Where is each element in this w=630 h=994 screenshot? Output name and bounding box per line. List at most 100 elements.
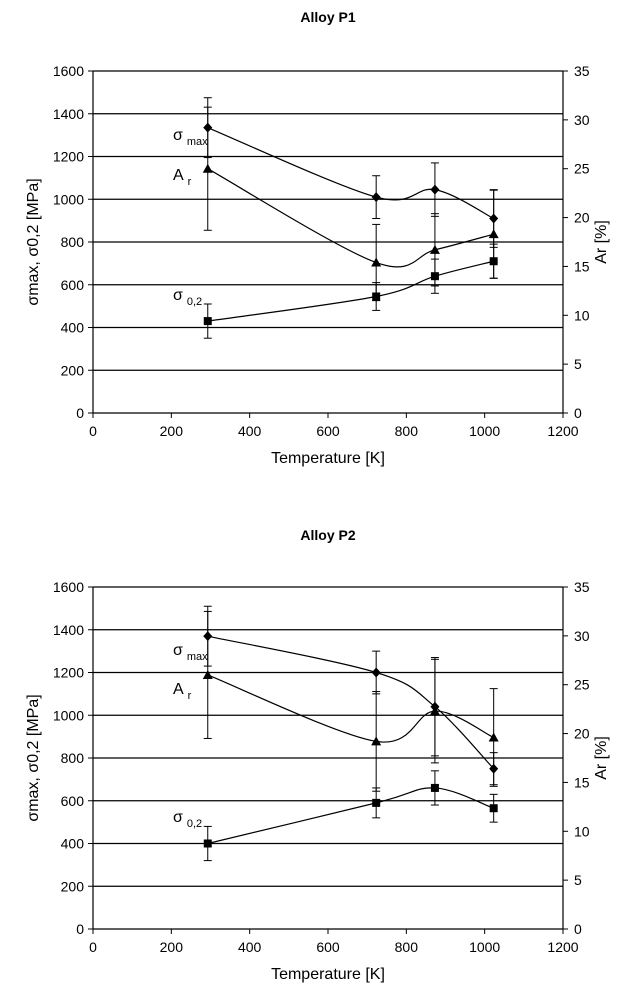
data-point-square [372, 292, 381, 301]
y2-tick-label: 20 [574, 726, 590, 742]
y2-tick-label: 10 [574, 307, 590, 323]
data-point-square [489, 257, 498, 266]
series-line [207, 260, 494, 322]
data-point-square [489, 804, 498, 813]
data-point-triangle [371, 736, 382, 746]
x-tick-label: 800 [395, 939, 419, 955]
series-line [207, 787, 494, 845]
y-tick-label: 1400 [53, 106, 84, 122]
data-point-triangle [371, 257, 382, 267]
y2-tick-label: 35 [574, 63, 590, 79]
x-tick-label: 600 [316, 939, 340, 955]
y2-tick-label: 25 [574, 161, 590, 177]
y-axis-label: σmax, σ0,2 [MPa] [25, 694, 42, 821]
y-tick-label: 200 [61, 362, 85, 378]
series-line [207, 674, 494, 743]
y-tick-label: 600 [61, 793, 85, 809]
y-tick-label: 1600 [53, 579, 84, 595]
y2-axis-label: Ar [%] [593, 736, 610, 780]
x-tick-label: 1200 [547, 939, 578, 955]
series-label: σ 0,2 [173, 809, 202, 830]
y-tick-label: 200 [61, 878, 85, 894]
y2-tick-label: 5 [574, 356, 582, 372]
y-tick-label: 0 [76, 405, 84, 421]
x-tick-label: 800 [395, 423, 419, 439]
x-tick-label: 0 [89, 423, 97, 439]
y2-tick-label: 5 [574, 872, 582, 888]
series-label-main: σ [173, 287, 183, 304]
series-label-sub: 0,2 [187, 818, 202, 830]
y2-tick-label: 30 [574, 628, 590, 644]
y-tick-label: 0 [76, 921, 84, 937]
y2-tick-label: 15 [574, 258, 590, 274]
y-tick-label: 1600 [53, 63, 84, 79]
y-tick-label: 1200 [53, 665, 84, 681]
x-axis-label: Temperature [K] [271, 450, 385, 467]
data-point-square [203, 317, 212, 326]
y2-tick-label: 10 [574, 823, 590, 839]
x-tick-label: 0 [89, 939, 97, 955]
data-point-square [430, 783, 439, 792]
y2-tick-label: 15 [574, 774, 590, 790]
y-tick-label: 400 [61, 836, 85, 852]
series-square: σ 0,2 [173, 770, 498, 862]
series-line [207, 127, 494, 220]
x-tick-label: 1000 [469, 423, 500, 439]
x-tick-label: 400 [238, 423, 262, 439]
y-tick-label: 600 [61, 277, 85, 293]
data-point-square [203, 839, 212, 848]
series-label-sub: r [188, 176, 192, 188]
data-point-square [372, 798, 381, 807]
y2-tick-label: 30 [574, 112, 590, 128]
x-tick-label: 1200 [547, 423, 578, 439]
series-line [207, 635, 495, 770]
x-tick-label: 600 [316, 423, 340, 439]
y-tick-label: 400 [61, 320, 85, 336]
y2-tick-label: 35 [574, 579, 590, 595]
y-tick-label: 800 [61, 234, 85, 250]
y-tick-label: 1200 [53, 149, 84, 165]
series-square: σ 0,2 [173, 243, 498, 339]
y2-tick-label: 0 [574, 405, 582, 421]
series-diamond: σ max [173, 97, 499, 248]
series-label-sub: 0,2 [187, 296, 202, 308]
series-label-main: σ [173, 642, 183, 659]
x-tick-label: 400 [238, 939, 262, 955]
series-label: σ max [173, 642, 208, 663]
y-tick-label: 800 [61, 750, 85, 766]
series-line [207, 168, 494, 268]
x-axis-label: Temperature [K] [271, 966, 385, 983]
x-tick-label: 1000 [469, 939, 500, 955]
series-label-sub: r [188, 690, 192, 702]
data-point-triangle [429, 706, 440, 716]
series-label-main: σ [173, 809, 183, 826]
y2-tick-label: 0 [574, 921, 582, 937]
data-point-triangle [488, 732, 499, 742]
series-label-sub: max [187, 136, 208, 148]
data-point-diamond [371, 192, 381, 203]
chart-panel-2: Alloy P202004006008001000120014001600051… [25, 527, 610, 983]
series-label-main: A [173, 681, 184, 698]
y-tick-label: 1400 [53, 622, 84, 638]
chart-title: Alloy P2 [300, 527, 355, 543]
data-point-triangle [202, 163, 213, 173]
y-axis-label: σmax, σ0,2 [MPa] [25, 178, 42, 305]
y2-tick-label: 20 [574, 210, 590, 226]
x-tick-label: 200 [160, 423, 184, 439]
data-point-square [430, 272, 439, 281]
series-label-sub: max [187, 651, 208, 663]
chart-panel-1: Alloy P102004006008001000120014001600051… [25, 9, 610, 467]
series-label-main: A [173, 167, 184, 184]
series-label: σ 0,2 [173, 287, 202, 308]
y-tick-label: 1000 [53, 707, 84, 723]
data-point-triangle [429, 244, 440, 254]
series-label-main: σ [173, 127, 183, 144]
data-point-diamond [371, 667, 381, 678]
x-tick-label: 200 [160, 939, 184, 955]
y2-tick-label: 25 [574, 677, 590, 693]
series-label: σ max [173, 127, 208, 148]
